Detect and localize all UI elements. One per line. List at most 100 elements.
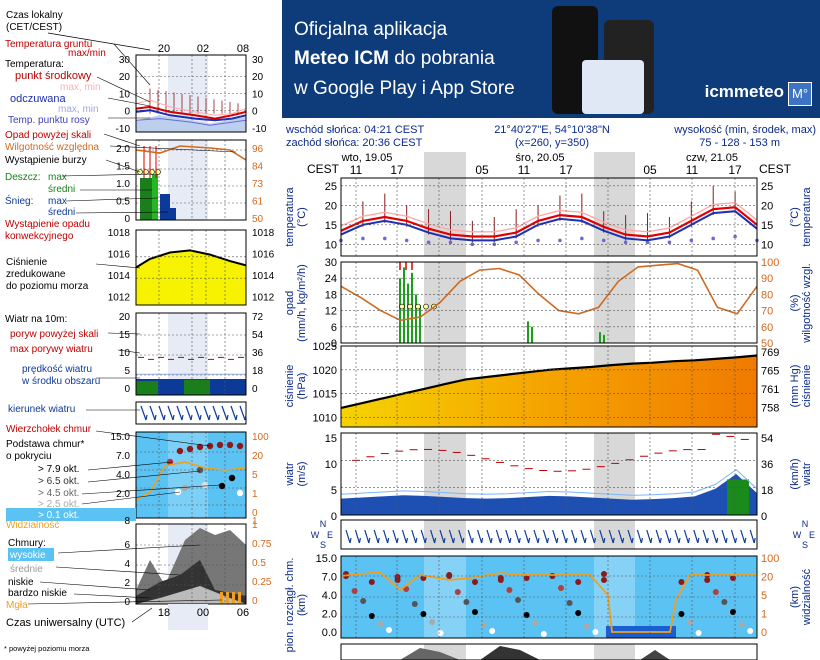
axis-tick: 10	[761, 239, 773, 251]
axis-tick: 1	[252, 489, 258, 500]
axis-tick: 0	[331, 511, 337, 523]
cloud-base-dot	[497, 577, 504, 583]
wind-arrow	[190, 414, 193, 421]
cloud-base-dot	[601, 577, 607, 583]
sunrise-text: wschód słońca: 04:21 CEST	[285, 124, 424, 136]
wind-arrow	[490, 537, 493, 544]
promo-banner[interactable]: Oficjalna aplikacja Meteo ICM do pobrania…	[282, 0, 820, 118]
storm-marker	[423, 303, 429, 310]
temp-max-line	[340, 201, 758, 233]
wind-arrow	[509, 537, 512, 544]
axis-tick: 15	[119, 330, 131, 341]
axis-tick: -10	[116, 124, 131, 135]
wind-arrow	[401, 529, 407, 544]
cloud-base-dot	[558, 585, 564, 591]
cloud-base-dot	[368, 613, 375, 619]
leader-line	[131, 607, 153, 623]
tz-label-left: CEST	[307, 162, 340, 176]
hour-label: 05	[643, 163, 657, 177]
axis-tick: 24	[325, 273, 337, 285]
night-band	[168, 140, 208, 220]
axis-tick: 20	[119, 72, 131, 83]
legend-cloud-base: o pokryciu	[6, 451, 52, 462]
legend-okt1: > 7.9 okt.	[38, 464, 79, 475]
prec-axis-title: opad	[284, 291, 296, 315]
leader-line	[87, 470, 201, 483]
wind-arrow	[383, 529, 389, 544]
axis-tick: 2.0	[322, 609, 337, 621]
axis-tick: 1014	[108, 271, 131, 282]
axis-tick: 1	[252, 520, 258, 531]
wind-arrow	[495, 529, 501, 544]
pres-panel-frame	[340, 345, 758, 428]
wind-arrow	[589, 529, 595, 544]
axis-tick: 1014	[252, 271, 275, 282]
top-hour-label: 02	[197, 43, 209, 55]
dew-point-dot	[514, 240, 518, 245]
axis-tick: 1012	[252, 293, 275, 304]
snow-bar	[170, 208, 176, 220]
axis-tick: 50	[761, 338, 773, 350]
axis-tick: 30	[325, 257, 337, 269]
wind-arrow	[221, 405, 228, 421]
axis-tick: 0.0	[322, 627, 337, 639]
wind-arrow	[659, 537, 662, 544]
cloud-base-dot	[218, 482, 226, 490]
night-band	[424, 152, 466, 178]
axis-tick: 30	[252, 55, 264, 66]
legend-max-gusts: max porywy wiatru	[10, 344, 93, 355]
wind-area-green	[136, 381, 158, 395]
night-band	[594, 644, 635, 660]
wind-arrow	[669, 537, 672, 544]
wind-arrow	[524, 529, 530, 544]
axis-tick: 18	[252, 366, 264, 377]
cloud-area-low	[136, 560, 246, 604]
wind-arrow	[580, 529, 586, 544]
cb-axis-title: (km)	[789, 586, 801, 608]
phone-screen	[582, 60, 644, 114]
legend-snow-max: max	[48, 196, 67, 207]
hour-label: 05	[475, 163, 489, 177]
wind-arrow	[239, 405, 246, 421]
day-label: śro, 20.05	[516, 152, 565, 164]
cloud-base-dot	[377, 621, 384, 627]
wind-arrow	[608, 529, 614, 544]
legend-precip-above: Opad powyżej skali	[5, 130, 91, 141]
legend-utc: Czas uniwersalny (UTC)	[6, 617, 125, 629]
axis-tick: 72	[252, 312, 264, 323]
axis-tick: 100	[761, 257, 779, 269]
wind-arrow	[740, 529, 746, 544]
wind-panel-frame	[340, 432, 758, 516]
axis-tick: 20	[252, 451, 264, 462]
cloud-base-dot	[575, 579, 582, 585]
axis-tick: 2.0	[116, 144, 130, 155]
legend-rain: Deszcz:	[5, 172, 41, 183]
wind-arrow	[665, 529, 671, 544]
axis-tick: -10	[252, 124, 267, 135]
pres-axis-title: (mm Hg)	[789, 365, 801, 408]
wind-arrow	[706, 537, 709, 544]
axis-tick: 0	[252, 384, 258, 395]
wind-arrow	[716, 537, 719, 544]
wind-arrow	[420, 529, 426, 544]
wind-arrow	[230, 405, 237, 421]
axis-tick: 1010	[313, 412, 337, 424]
wind-axis-title: wiatr	[801, 462, 813, 487]
pres-axis-title: (hPa)	[296, 373, 308, 400]
hour-label: 11	[518, 163, 531, 177]
bottom-hour-label: 18	[158, 607, 170, 619]
cloud-base-dot	[489, 628, 496, 634]
wind-arrow	[683, 529, 689, 544]
leader-line	[87, 461, 173, 471]
cloud-base-dot	[601, 571, 607, 577]
axis-tick: 1	[252, 516, 258, 527]
night-band	[424, 178, 466, 256]
wind-arrow	[176, 405, 183, 421]
compass-w: W	[793, 530, 802, 540]
pressure-area	[341, 355, 757, 427]
cloud-base-dot	[523, 575, 530, 581]
wind-arrow	[345, 529, 351, 544]
cloud-area	[400, 648, 460, 660]
wind-arrow	[556, 537, 559, 544]
legend-local-time: (CET/CEST)	[6, 22, 62, 33]
